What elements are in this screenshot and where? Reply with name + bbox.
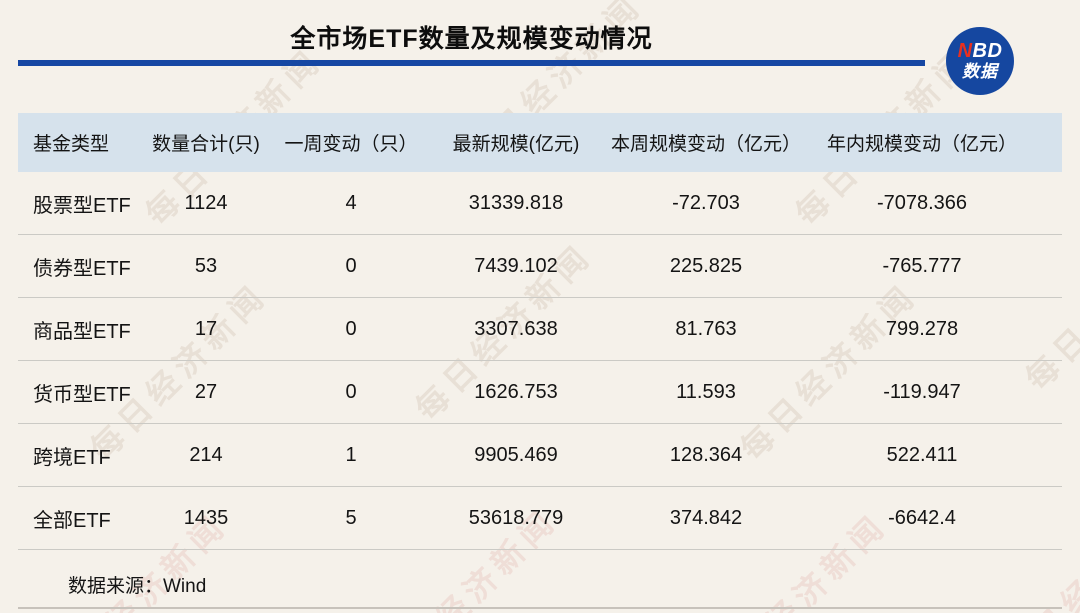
cell-week-scale-change: 11.593 [606,360,806,424]
cell-ytd-scale-change: 522.411 [806,423,1062,487]
title-underline [18,60,925,66]
row-all-etf: 全部ETF 1435 5 53618.779 374.842 -6642.4 [18,486,1062,550]
cell-week-change: 0 [276,234,426,298]
row-money-etf: 货币型ETF 27 0 1626.753 11.593 -119.947 [18,360,1062,424]
logo-line2: 数据 [962,61,998,81]
row-commodity-etf: 商品型ETF 17 0 3307.638 81.763 799.278 [18,297,1062,361]
cell-count: 17 [136,297,276,361]
cell-count: 27 [136,360,276,424]
column-header-total-count: 数量合计(只) [136,113,276,172]
cell-ytd-scale-change: -765.777 [806,234,1062,298]
logo-letter-n: N [957,40,973,63]
row-bond-etf: 债券型ETF 53 0 7439.102 225.825 -765.777 [18,234,1062,298]
cell-fund-type: 货币型ETF [18,360,136,424]
row-crossborder-etf: 跨境ETF 214 1 9905.469 128.364 522.411 [18,423,1062,487]
cell-latest-scale: 3307.638 [426,297,606,361]
cell-count: 53 [136,234,276,298]
cell-week-change: 1 [276,423,426,487]
cell-ytd-scale-change: 799.278 [806,297,1062,361]
cell-week-scale-change: 128.364 [606,423,806,487]
etf-table: 基金类型 数量合计(只) 一周变动（只） 最新规模(亿元) 本周规模变动（亿元）… [18,113,1062,550]
column-header-week-scale-change: 本周规模变动（亿元） [606,113,806,172]
cell-latest-scale: 7439.102 [426,234,606,298]
cell-week-change: 5 [276,486,426,550]
logo-letters-bd: BD [972,40,1003,63]
row-stock-etf: 股票型ETF 1124 4 31339.818 -72.703 -7078.36… [18,172,1062,235]
cell-week-change: 4 [276,172,426,235]
data-source-note: 数据来源：Wind [68,576,207,597]
cell-count: 1435 [136,486,276,550]
nbd-logo-icon: NBD 数据 [946,27,1014,95]
cell-count: 1124 [136,172,276,235]
cell-latest-scale: 31339.818 [426,172,606,235]
table-header-row: 基金类型 数量合计(只) 一周变动（只） 最新规模(亿元) 本周规模变动（亿元）… [18,113,1062,172]
column-header-fund-type: 基金类型 [18,113,136,172]
cell-latest-scale: 9905.469 [426,423,606,487]
column-header-latest-scale: 最新规模(亿元) [426,113,606,172]
cell-fund-type: 全部ETF [18,486,136,550]
cell-fund-type: 商品型ETF [18,297,136,361]
logo-line1: NBD [957,40,1003,63]
bottom-divider [18,607,1062,609]
cell-week-scale-change: 225.825 [606,234,806,298]
cell-latest-scale: 1626.753 [426,360,606,424]
cell-week-change: 0 [276,360,426,424]
cell-week-scale-change: 374.842 [606,486,806,550]
column-header-week-change: 一周变动（只） [276,113,426,172]
cell-ytd-scale-change: -119.947 [806,360,1062,424]
column-header-ytd-scale-change: 年内规模变动（亿元） [806,113,1062,172]
cell-week-change: 0 [276,297,426,361]
cell-week-scale-change: -72.703 [606,172,806,235]
cell-fund-type: 跨境ETF [18,423,136,487]
cell-latest-scale: 53618.779 [426,486,606,550]
cell-fund-type: 债券型ETF [18,234,136,298]
page-title: 全市场ETF数量及规模变动情况 [290,25,653,53]
cell-ytd-scale-change: -7078.366 [806,172,1062,235]
cell-ytd-scale-change: -6642.4 [806,486,1062,550]
cell-fund-type: 股票型ETF [18,172,136,235]
cell-week-scale-change: 81.763 [606,297,806,361]
cell-count: 214 [136,423,276,487]
